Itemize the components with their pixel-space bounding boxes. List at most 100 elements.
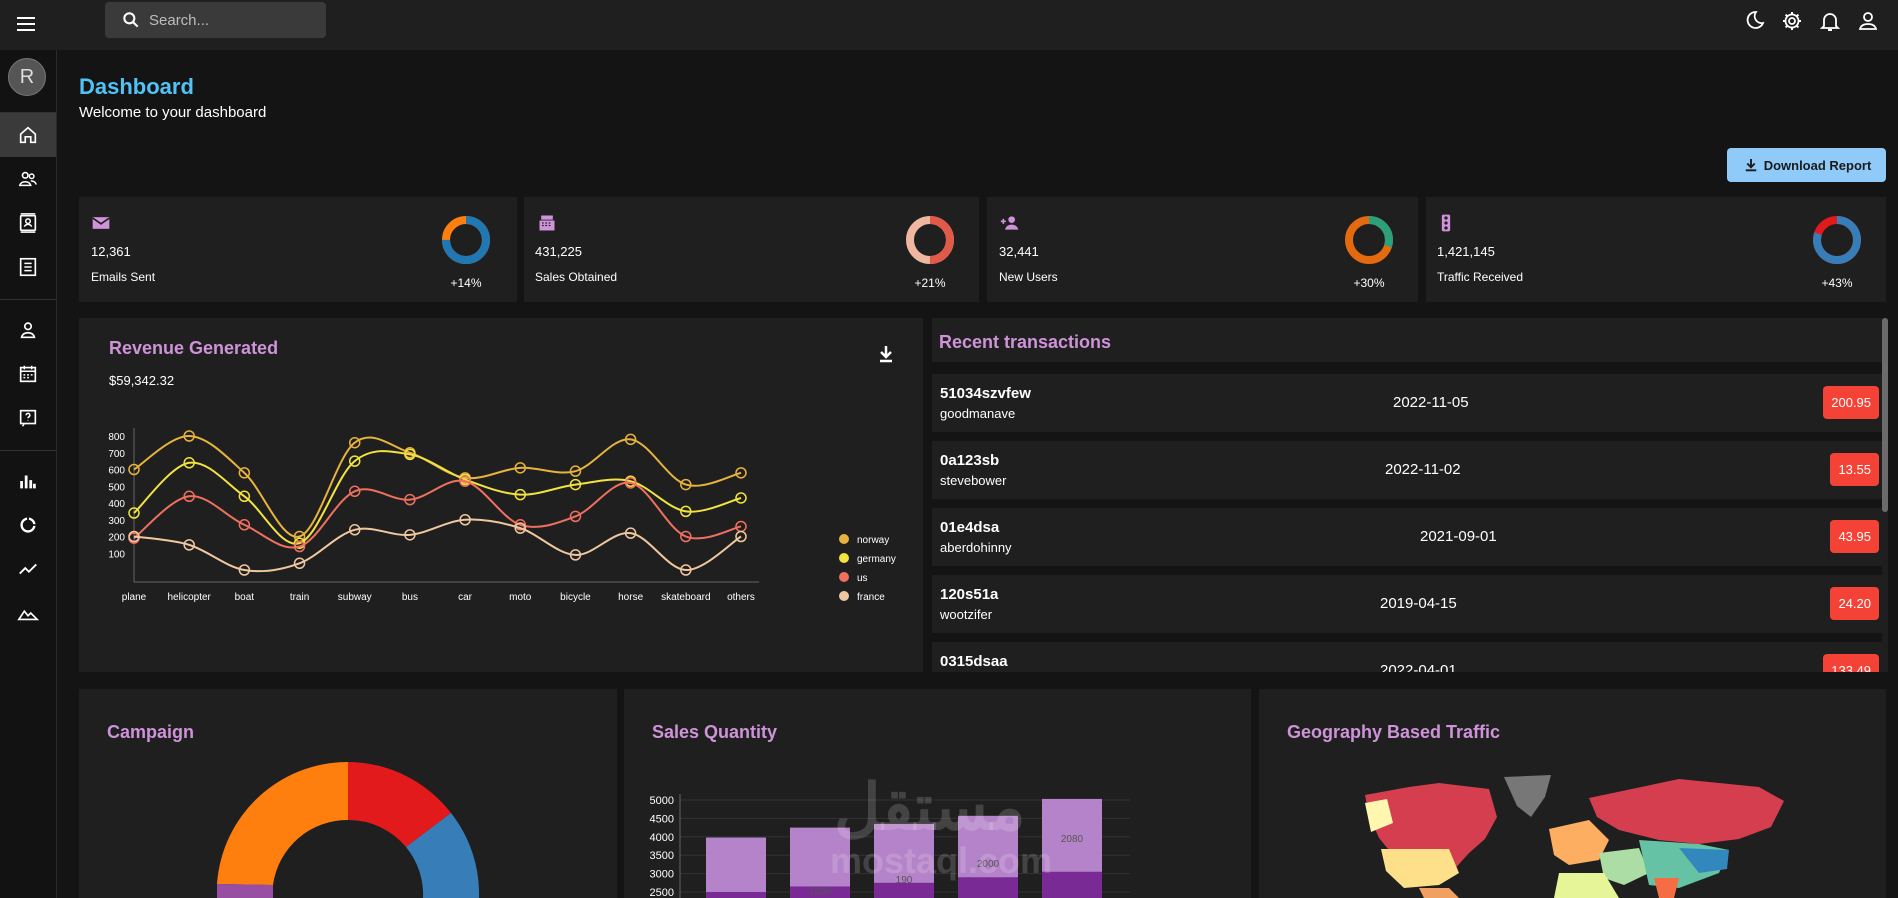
transactions-list[interactable]: 51034szvfew goodmanave 2022-11-05 200.95… — [932, 374, 1882, 672]
data-point — [348, 485, 361, 498]
dark-mode-icon[interactable] — [1742, 9, 1766, 33]
people-icon — [18, 171, 37, 187]
download-report-button[interactable]: Download Report — [1727, 148, 1886, 182]
ring-progress — [442, 216, 490, 264]
search-input[interactable] — [149, 11, 309, 29]
bar-segment-lower — [706, 892, 766, 898]
data-point — [404, 448, 416, 461]
search-icon — [123, 12, 139, 28]
x-tick-label: subway — [338, 592, 372, 603]
data-point — [735, 530, 747, 543]
sales-bar-chart: 2500300035004000450050001700180019020002… — [650, 794, 1130, 898]
sidebar-item-profile[interactable] — [0, 308, 56, 352]
data-point — [128, 463, 140, 476]
stat-card-emails: 12,361 Emails Sent +14% — [79, 197, 517, 302]
notifications-icon[interactable] — [1818, 9, 1842, 33]
sidebar-item-team[interactable] — [0, 157, 56, 201]
y-tick-label: 600 — [108, 466, 125, 477]
legend-label: us — [857, 573, 868, 584]
sidebar-item-geography[interactable] — [0, 591, 56, 635]
sidebar-item-calendar[interactable] — [0, 352, 56, 396]
data-point — [238, 490, 251, 503]
data-point — [680, 505, 692, 518]
transactions-scrollbar-thumb[interactable] — [1882, 318, 1888, 512]
transaction-cost-badge: 13.55 — [1830, 453, 1879, 486]
sidebar-item-bar-chart[interactable] — [0, 459, 56, 503]
x-tick-label: horse — [618, 592, 643, 603]
world-map — [1365, 775, 1784, 898]
donut-chart-icon — [20, 516, 37, 533]
bar-segment-upper — [706, 837, 766, 898]
bar-segment-lower — [790, 886, 850, 898]
x-tick-label: car — [458, 592, 473, 603]
email-icon — [91, 213, 111, 238]
sidebar-item-faq[interactable] — [0, 396, 56, 440]
data-point — [680, 530, 692, 543]
y-tick-label: 700 — [108, 449, 125, 460]
transaction-row: 01e4dsa aberdohinny 2021-09-01 43.95 — [932, 508, 1882, 566]
watermark-arabic: مستقل — [834, 771, 1026, 843]
avatar-initial: R — [19, 65, 35, 88]
map-region-middle-east — [1599, 848, 1649, 885]
data-point — [624, 433, 637, 446]
bar-value-label: 2080 — [1061, 834, 1084, 845]
search-bar — [105, 2, 326, 38]
data-point — [514, 488, 527, 501]
contacts-icon — [19, 213, 37, 233]
terrain-icon — [17, 609, 39, 621]
traffic-icon — [1437, 213, 1455, 238]
data-point — [624, 527, 637, 539]
x-tick-label: bicycle — [560, 592, 591, 603]
bar-segment-upper — [790, 827, 850, 898]
legend-swatch — [839, 534, 849, 544]
account-icon[interactable] — [1856, 9, 1880, 33]
bar-value-label: 2000 — [977, 859, 1000, 870]
stat-increase: +30% — [1353, 276, 1385, 290]
x-tick-label: skateboard — [661, 592, 710, 603]
bar-segment-lower — [874, 882, 934, 898]
page-title: Dashboard — [79, 74, 194, 99]
sidebar-item-pie-chart[interactable] — [0, 503, 56, 547]
transaction-row: 51034szvfew goodmanave 2022-11-05 200.95 — [932, 374, 1882, 432]
revenue-download-icon[interactable] — [874, 342, 898, 371]
stat-increase: +21% — [914, 276, 946, 290]
x-tick-label: others — [727, 592, 755, 603]
receipt-icon — [19, 257, 37, 277]
transaction-id: 0a123sb — [940, 452, 1000, 469]
top-actions — [1742, 9, 1880, 33]
data-point — [238, 467, 251, 479]
settings-icon[interactable] — [1780, 9, 1804, 33]
x-tick-label: bus — [402, 592, 418, 603]
x-tick-label: helicopter — [168, 592, 212, 603]
transaction-date: 2022-11-05 — [1393, 394, 1469, 411]
help-icon — [19, 409, 37, 427]
stat-value: 431,225 — [535, 244, 582, 259]
map-region-china — [1679, 848, 1729, 873]
sidebar-item-home[interactable] — [0, 113, 56, 157]
revenue-panel: Revenue Generated $59,342.32 100 200 300 40… — [79, 318, 923, 672]
avatar[interactable]: R — [8, 58, 46, 96]
y-tick-label: 100 — [108, 549, 125, 560]
x-tick-label: moto — [509, 592, 532, 603]
menu-icon[interactable] — [14, 12, 38, 36]
ring-progress — [1345, 216, 1393, 264]
campaign-segment-blue — [406, 813, 480, 898]
campaign-segment-purple — [217, 884, 273, 898]
data-point — [569, 549, 582, 561]
sidebar-item-invoices[interactable] — [0, 245, 56, 289]
map-region-greenland — [1504, 775, 1551, 817]
bar-segment-lower — [958, 877, 1018, 898]
sidebar-item-contacts[interactable] — [0, 201, 56, 245]
y-tick-label: 800 — [108, 432, 125, 443]
sidebar-item-line-chart[interactable] — [0, 547, 56, 591]
nav-divider — [0, 299, 56, 300]
map-region-alaska — [1365, 799, 1393, 832]
y-tick-label: 4000 — [650, 832, 674, 844]
line-chart-icon — [19, 563, 37, 575]
campaign-panel: Campaign — [79, 689, 617, 898]
stat-card-new-users: 32,441 New Users +30% — [987, 197, 1418, 302]
download-report-label: Download Report — [1763, 157, 1872, 173]
stat-value: 1,421,145 — [1437, 244, 1495, 259]
data-point — [569, 510, 582, 523]
watermark-latin: mostaql.com — [830, 840, 1053, 881]
